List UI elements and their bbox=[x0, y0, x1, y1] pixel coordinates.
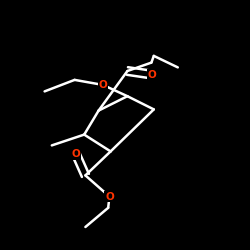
Text: O: O bbox=[72, 149, 80, 159]
Text: O: O bbox=[98, 80, 107, 90]
Text: O: O bbox=[148, 70, 156, 80]
Text: O: O bbox=[105, 192, 114, 202]
